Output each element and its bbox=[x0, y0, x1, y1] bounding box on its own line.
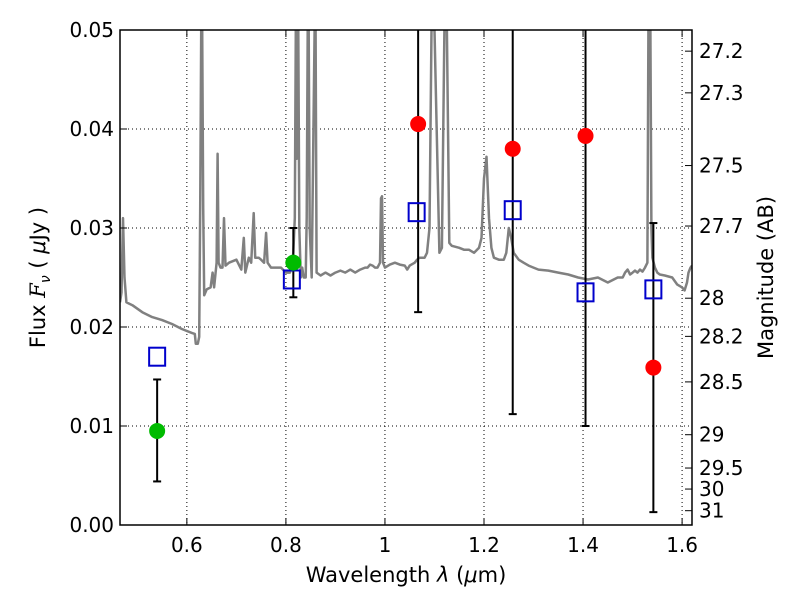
x-tick-label: 1.4 bbox=[567, 533, 599, 557]
data-point bbox=[149, 422, 166, 439]
data-point bbox=[410, 116, 427, 133]
y2-tick-label: 30 bbox=[699, 477, 724, 501]
plot-frame bbox=[119, 29, 693, 526]
x-tick-label: 1 bbox=[379, 533, 392, 557]
y-axis-label: Flux Fν ( μJy ) bbox=[26, 207, 54, 348]
x-tick-label: 0.6 bbox=[171, 533, 203, 557]
y-tick-label: 0.03 bbox=[69, 216, 114, 240]
spectrum-layer bbox=[120, 30, 692, 346]
x-tick-label: 0.8 bbox=[270, 533, 302, 557]
y2-tick-label: 28.2 bbox=[699, 324, 744, 348]
data-point bbox=[645, 359, 662, 376]
model-point bbox=[644, 279, 663, 300]
y2-axis-label: Magnitude (AB) bbox=[754, 196, 778, 359]
tick-layer: 0.6 0.8 1 1.2 1.4 1.6 0.00 0.01 0.02 0.03 0.04 0.05… bbox=[69, 18, 743, 557]
model-point bbox=[503, 200, 522, 221]
y2-tick-label: 29 bbox=[699, 423, 724, 447]
y2-tick-label: 28 bbox=[699, 286, 724, 310]
data-point bbox=[285, 254, 302, 271]
y-tick-label: 0.00 bbox=[69, 513, 114, 537]
data-point bbox=[504, 140, 521, 157]
y2-tick-label: 28.5 bbox=[699, 370, 744, 394]
y-tick-label: 0.01 bbox=[69, 414, 114, 438]
y2-tick-label: 27.5 bbox=[699, 154, 744, 178]
gridlines bbox=[120, 29, 692, 526]
data-point bbox=[577, 127, 594, 144]
y2-tick-label: 31 bbox=[699, 499, 724, 523]
y-tick-label: 0.02 bbox=[69, 315, 114, 339]
y2-tick-label: 27.2 bbox=[699, 39, 744, 63]
model-point bbox=[407, 202, 426, 223]
y-tick-label: 0.04 bbox=[69, 117, 114, 141]
y2-tick-label: 29.5 bbox=[699, 456, 744, 480]
x-axis-label: Wavelength λ (μm) bbox=[306, 563, 507, 587]
y2-tick-label: 27.7 bbox=[699, 214, 744, 238]
model-point bbox=[148, 346, 167, 367]
model-point bbox=[576, 282, 595, 303]
x-tick-label: 1.6 bbox=[666, 533, 698, 557]
marker-layer bbox=[148, 30, 663, 514]
y-tick-label: 0.05 bbox=[69, 18, 114, 42]
spectrum-line bbox=[120, 30, 692, 346]
x-tick-label: 1.2 bbox=[468, 533, 500, 557]
y2-tick-label: 27.3 bbox=[699, 81, 744, 105]
